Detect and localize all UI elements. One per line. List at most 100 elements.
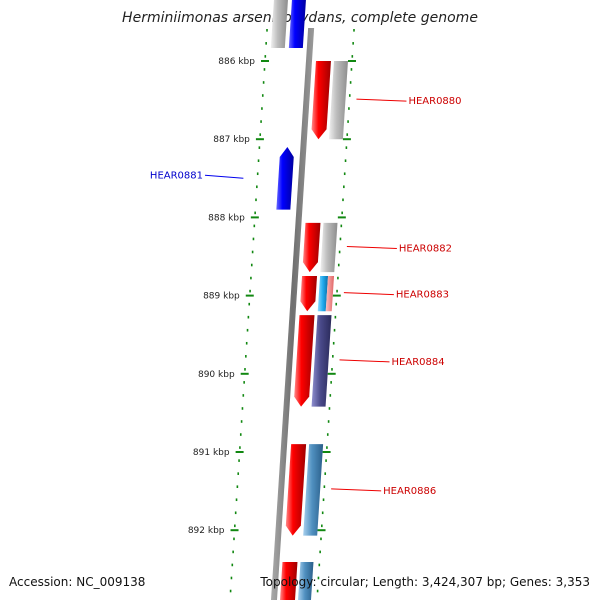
gene-callout-line xyxy=(339,359,390,363)
ruler-dot-left xyxy=(245,355,247,358)
ruler-dot-right xyxy=(336,289,338,293)
ruler-dot-left xyxy=(251,250,254,254)
ruler-tick-label: 888 kbp xyxy=(208,213,245,223)
ruler-dot-left xyxy=(256,185,258,189)
ruler-dot-left xyxy=(229,589,232,593)
ruler-dot-left xyxy=(234,511,237,515)
ruler-dot-left xyxy=(260,120,262,123)
ruler-dot-left xyxy=(261,94,264,97)
ruler-dot-right xyxy=(339,237,342,241)
gene-feature-shade xyxy=(298,562,314,600)
gene-feature-arrow xyxy=(288,0,306,48)
ruler-dot-right xyxy=(338,250,341,254)
ruler-dot-right xyxy=(347,120,349,123)
ruler-dot-right xyxy=(351,55,354,58)
ruler-dot-left xyxy=(250,276,252,280)
ruler-dot-right xyxy=(344,159,347,162)
ruler-dot-right xyxy=(349,81,352,84)
ruler-dot-left xyxy=(256,172,259,176)
ruler-dot-left xyxy=(233,537,235,541)
ruler-dot-right xyxy=(317,576,320,580)
ruler-dot-left xyxy=(244,368,246,371)
genome-summary-text: Topology: circular; Length: 3,424,307 bp… xyxy=(260,575,590,589)
ruler-dot-right xyxy=(353,29,355,32)
ruler-dot-left xyxy=(263,68,266,71)
gene-arrow-hear0881 xyxy=(276,147,294,210)
ruler-dot-right xyxy=(329,394,332,397)
ruler-dot-right xyxy=(337,276,339,280)
ruler-dot-right xyxy=(335,302,338,306)
ruler-dot-left xyxy=(254,211,256,215)
ruler-dot-right xyxy=(346,133,349,136)
ruler-dot-left xyxy=(248,302,251,306)
ruler-tick-label: 890 kbp xyxy=(198,370,235,380)
gene-shade-hear0882 xyxy=(320,222,338,273)
gene-label-hear0883[interactable]: HEAR0883 xyxy=(396,290,449,301)
ruler-dot-right xyxy=(324,472,327,475)
ruler-dot-left xyxy=(266,29,268,32)
ruler-dot-left xyxy=(243,381,245,384)
gene-shade-hear0880 xyxy=(328,61,348,140)
gene-label-hear0884[interactable]: HEAR0884 xyxy=(392,357,445,368)
gene-callout-line xyxy=(204,174,244,179)
gene-label-hear0880[interactable]: HEAR0880 xyxy=(408,96,461,107)
ruler-dot-left xyxy=(240,420,243,423)
gene-shade-secondary xyxy=(325,276,335,312)
gene-label-hear0886[interactable]: HEAR0886 xyxy=(383,486,436,497)
ruler-dot-left xyxy=(234,524,236,528)
gene-callout-line xyxy=(356,98,407,102)
ruler-dot-right xyxy=(332,341,335,345)
ruler-dot-left xyxy=(245,341,248,345)
gene-callout-line xyxy=(331,488,382,492)
ruler-dot-right xyxy=(330,381,332,384)
ruler-dot-left xyxy=(236,485,239,488)
ruler-tick-label: 886 kbp xyxy=(218,57,255,67)
ruler-dot-left xyxy=(265,42,267,45)
gene-arrow-hear0882 xyxy=(302,222,321,273)
ruler-dot-left xyxy=(231,563,234,567)
ruler-dot-left xyxy=(247,315,250,319)
ruler-dot-right xyxy=(326,446,328,449)
ruler-dot-right xyxy=(340,224,343,228)
ruler-dot-left xyxy=(241,407,244,410)
ruler-dot-left xyxy=(242,394,245,397)
gene-callout-line xyxy=(346,246,397,250)
accession-text: Accession: NC_009138 xyxy=(9,575,146,589)
gene-shade-hear0886 xyxy=(303,444,324,536)
ruler-tick-label: 887 kbp xyxy=(213,135,250,145)
ruler-dot-right xyxy=(337,263,340,267)
ruler-dot-right xyxy=(345,146,348,149)
ruler-dot-right xyxy=(328,407,331,410)
ruler-dot-right xyxy=(327,420,330,423)
ruler-dot-right xyxy=(343,185,345,189)
genome-backbone xyxy=(271,28,315,600)
gene-arrow-hear0883 xyxy=(300,276,318,312)
gene-arrow-hear0884 xyxy=(294,315,315,407)
ruler-dot-left xyxy=(262,81,265,84)
ruler-dot-left xyxy=(246,328,249,332)
ruler-dot-right xyxy=(331,368,333,371)
gene-label-hear0881[interactable]: HEAR0881 xyxy=(150,170,203,181)
ruler-dot-right xyxy=(348,94,351,97)
ruler-dot-left xyxy=(230,576,233,580)
ruler-dot-right xyxy=(325,459,327,462)
ruler-dot-right xyxy=(341,211,343,215)
ruler-dot-right xyxy=(350,68,353,71)
ruler-dot-left xyxy=(239,433,242,436)
gene-label-hear0882[interactable]: HEAR0882 xyxy=(399,244,452,255)
gene-shade-hear0883 xyxy=(317,276,329,312)
ruler-dot-left xyxy=(238,459,240,462)
ruler-dot-left xyxy=(259,133,262,136)
ruler-dot-left xyxy=(239,446,241,449)
ruler-tick-label: 892 kbp xyxy=(188,526,225,536)
ruler-dot-right xyxy=(320,537,322,541)
ruler-dot-right xyxy=(321,511,324,515)
ruler-dot-left xyxy=(249,289,251,293)
ruler-dot-right xyxy=(318,563,321,567)
ruler-dot-right xyxy=(348,107,350,110)
ruler-dot-right xyxy=(352,42,354,45)
ruler-dot-right xyxy=(333,328,336,332)
ruler-dot-right xyxy=(326,433,329,436)
